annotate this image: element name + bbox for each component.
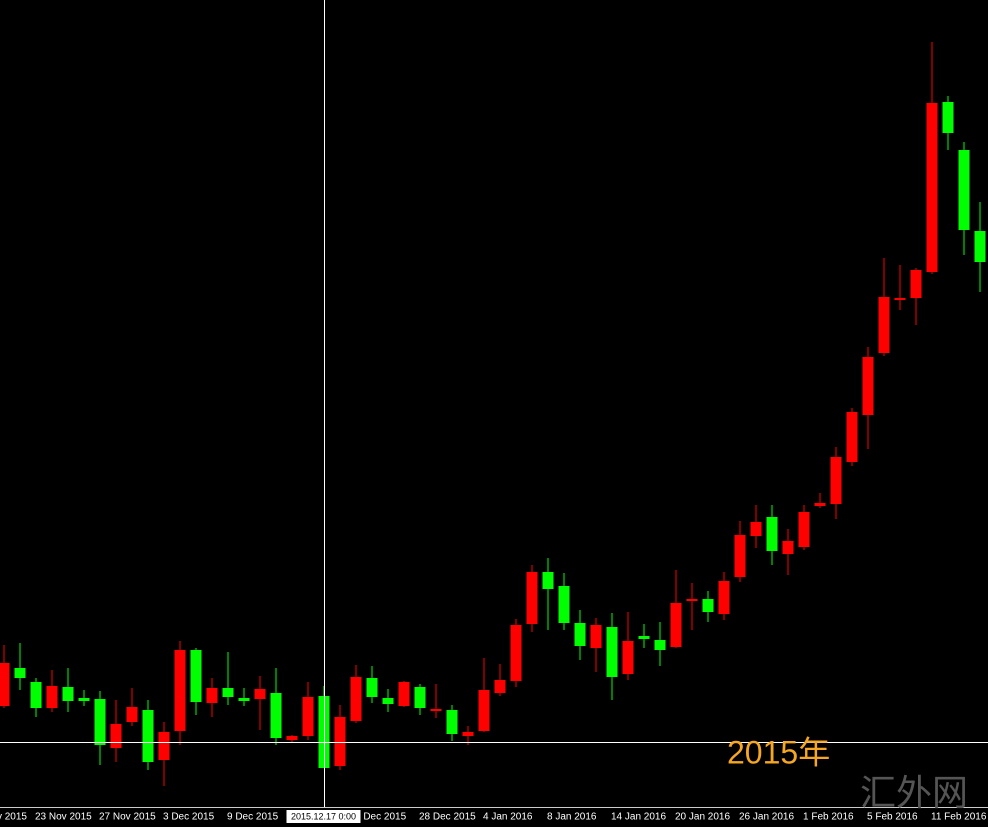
candle-body (542, 572, 554, 589)
candle-body (814, 503, 826, 506)
candle-body (334, 717, 346, 766)
candle-body (14, 668, 26, 678)
candle-body (62, 687, 74, 701)
candle-body (190, 650, 202, 702)
candle-body (158, 732, 170, 760)
x-tick-label: 1 Feb 2016 (803, 812, 854, 823)
candle-body (254, 689, 266, 699)
candle-body (558, 586, 570, 623)
candle-body (302, 697, 314, 736)
candle-body (46, 686, 58, 708)
candle-body (702, 599, 714, 612)
x-tick-label: 23 Nov 2015 (35, 812, 92, 823)
candle-body (782, 541, 794, 554)
candle-body (910, 270, 922, 298)
candle-body (830, 457, 842, 504)
candle-body (942, 102, 954, 133)
candle-body (670, 603, 682, 647)
candle-body (718, 581, 730, 614)
candle-body (142, 710, 154, 762)
candle-body (894, 298, 906, 300)
candle-body (606, 627, 618, 677)
candle-body (766, 517, 778, 551)
x-tick-label: 1 Dec 2015 (355, 812, 407, 823)
candle-body (958, 150, 970, 230)
x-tick-label: v 2015 (0, 812, 27, 823)
candle-body (446, 710, 458, 734)
candle-body (734, 535, 746, 577)
candle-body (798, 512, 810, 547)
candle-body (590, 625, 602, 648)
x-tick-label: 9 Dec 2015 (227, 812, 279, 823)
x-tick-label: 28 Dec 2015 (419, 812, 476, 823)
candle-body (382, 698, 394, 704)
candle-body (654, 640, 666, 650)
candle-body (926, 103, 938, 272)
candle-body (270, 693, 282, 738)
candle-body (846, 412, 858, 462)
x-tick-label: 14 Jan 2016 (611, 812, 666, 823)
candle-body (398, 682, 410, 706)
candle-body (30, 682, 42, 708)
candle-body (686, 599, 698, 601)
candle-body (238, 698, 250, 701)
x-tick-label: 26 Jan 2016 (739, 812, 794, 823)
candle-body (110, 724, 122, 748)
x-tick-label: 5 Feb 2016 (867, 812, 918, 823)
candle-body (0, 663, 10, 706)
candle-body (526, 572, 538, 624)
crosshair-label: 2015.12.17 0:00 (291, 811, 356, 821)
candle-body (366, 678, 378, 697)
candle-body (286, 736, 298, 740)
x-tick-label: 27 Nov 2015 (99, 812, 156, 823)
x-tick-label: 11 Feb 2016 (931, 812, 987, 823)
candle-body (750, 522, 762, 536)
candle-body (478, 690, 490, 731)
annotation: 2015年 (727, 734, 830, 770)
candle-body (462, 732, 474, 736)
candle-body (414, 687, 426, 708)
candle-body (206, 688, 218, 703)
candle-body (638, 636, 650, 639)
candle-body (430, 709, 442, 711)
candle-body (974, 231, 986, 262)
x-tick-label: 4 Jan 2016 (483, 812, 533, 823)
candle-body (350, 677, 362, 721)
x-tick-label: 20 Jan 2016 (675, 812, 730, 823)
candle-body (94, 699, 106, 745)
candle-body (510, 625, 522, 681)
candle-body (862, 357, 874, 415)
watermark: 汇外网 (860, 773, 968, 814)
x-tick-label: 3 Dec 2015 (163, 812, 215, 823)
crosshair-label-box (286, 810, 361, 823)
candle-body (878, 297, 890, 353)
candle-body (174, 650, 186, 731)
candle-body (78, 698, 90, 701)
candle-body (494, 680, 506, 693)
candle-body (622, 641, 634, 674)
candle-body (574, 623, 586, 646)
x-tick-label: 8 Jan 2016 (547, 812, 597, 823)
candle-body (126, 707, 138, 722)
candle-body (222, 688, 234, 697)
